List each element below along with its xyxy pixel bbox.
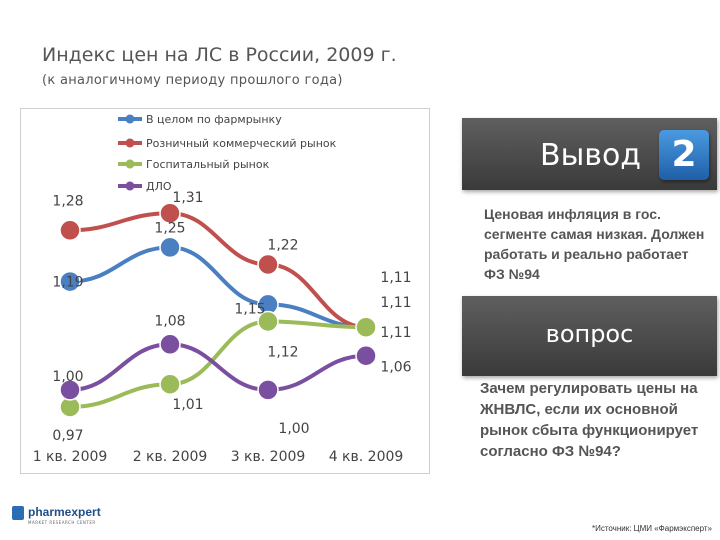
data-label: 0,97: [52, 428, 83, 444]
legend-marker: [125, 159, 135, 169]
question-box: вопрос: [462, 296, 717, 376]
legend-label: В целом по фармрынку: [146, 113, 282, 126]
data-point: [355, 316, 377, 338]
question-label: вопрос: [545, 320, 634, 348]
conclusion-label: Вывод: [540, 138, 642, 173]
legend-marker: [125, 138, 135, 148]
chart-frame: [20, 108, 430, 474]
conclusion-box: Вывод 2: [462, 118, 717, 190]
question-text: Зачем регулировать цены на ЖНВЛС, если и…: [480, 380, 699, 460]
legend-label: ДЛО: [146, 180, 172, 193]
logo-tagline: MARKET RESEARCH CENTER: [28, 520, 96, 525]
data-label: 1,31: [172, 190, 203, 206]
data-label: 1,19: [52, 275, 83, 291]
data-point: [159, 333, 181, 356]
data-label: 1,22: [267, 238, 298, 254]
data-label: 1,15: [234, 301, 265, 317]
data-label: 1,06: [380, 360, 411, 376]
data-point: [59, 270, 81, 293]
data-point: [59, 379, 81, 401]
x-tick-label: 3 кв. 2009: [231, 449, 306, 465]
chart-subtitle: (к аналогичному периоду прошлого года): [42, 73, 343, 88]
data-point: [159, 373, 181, 395]
data-label: 1,11: [380, 325, 411, 341]
data-point: [257, 253, 279, 276]
series-line: [69, 319, 367, 409]
data-label: 1,00: [52, 369, 83, 385]
series-line: [69, 211, 367, 330]
legend-label: Розничный коммерческий рынок: [146, 137, 337, 150]
data-label: 1,11: [380, 270, 411, 286]
data-label: 1,01: [172, 397, 203, 413]
data-label: 1,28: [52, 193, 83, 209]
legend-marker: [125, 181, 135, 191]
data-point: [59, 219, 81, 242]
x-tick-label: 1 кв. 2009: [33, 449, 108, 465]
data-point: [257, 379, 279, 401]
data-label: 1,12: [267, 345, 298, 361]
conclusion-number-badge: 2: [659, 130, 709, 180]
data-label: 1,08: [154, 313, 185, 329]
series-line: [69, 342, 367, 392]
chart-title: Индекс цен на ЛС в России, 2009 г.: [42, 44, 397, 66]
data-point: [159, 236, 181, 259]
legend-label: Госпитальный рынок: [146, 158, 270, 171]
data-label: 1,11: [380, 295, 411, 311]
logo-name: pharmexpert: [28, 505, 101, 519]
data-point: [257, 310, 279, 333]
legend-marker: [125, 114, 135, 124]
x-tick-label: 2 кв. 2009: [133, 449, 208, 465]
series-line: [69, 245, 367, 330]
data-point: [355, 344, 377, 367]
data-label: 1,25: [154, 220, 185, 236]
data-label: 1,00: [278, 421, 309, 437]
conclusion-text: Ценовая инфляция в гос. сегменте самая н…: [484, 206, 705, 282]
logo-icon: [12, 506, 24, 520]
data-point: [159, 202, 181, 224]
x-tick-label: 4 кв. 2009: [329, 449, 404, 465]
source-note: *Источник: ЦМИ «Фармэксперт»: [591, 524, 712, 533]
